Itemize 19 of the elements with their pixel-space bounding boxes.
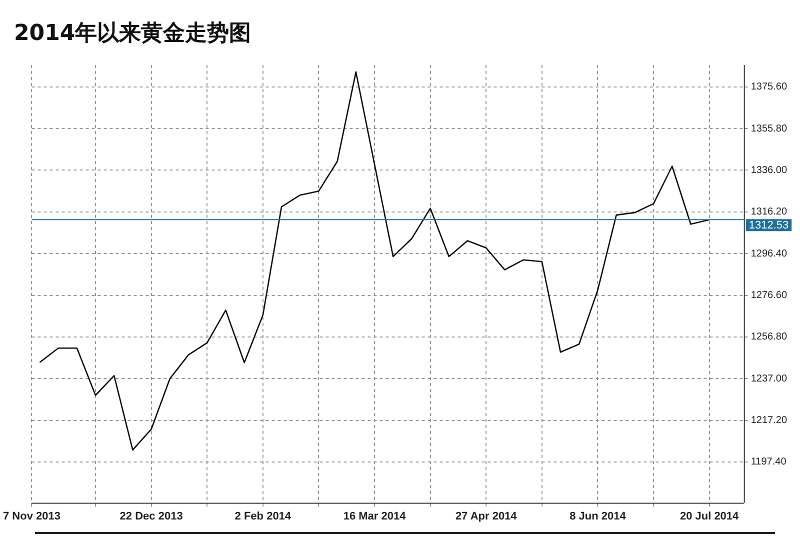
- x-tick-label: 22 Dec 2013: [120, 510, 183, 522]
- y-tick-label: 1375.60: [750, 82, 788, 93]
- y-tick-label: 1336.00: [750, 164, 788, 176]
- x-tick-label: 2 Feb 2014: [234, 510, 292, 522]
- y-tick-label: 1256.80: [750, 332, 788, 343]
- chart-title: 2014年以来黄金走势图: [14, 20, 252, 48]
- y-tick-label: 1276.60: [750, 290, 788, 302]
- y-tick-label: 1316.20: [750, 206, 788, 218]
- y-tick-label: 1217.20: [750, 415, 788, 426]
- y-tick-label: 1197.40: [750, 456, 787, 468]
- x-tick-label: 27 Apr 2014: [455, 510, 518, 522]
- x-tick-label: 20 Jul 2014: [680, 510, 740, 522]
- y-tick-label: 1355.80: [750, 123, 788, 134]
- x-tick-label: 8 Jun 2014: [570, 510, 627, 522]
- y-tick-label: 1237.00: [750, 373, 788, 384]
- x-tick-label: 7 Nov 2013: [3, 510, 60, 522]
- ref-line-label: 1312.53: [748, 220, 789, 232]
- y-tick-label: 1296.40: [750, 248, 788, 260]
- x-tick-label: 16 Mar 2014: [343, 510, 407, 522]
